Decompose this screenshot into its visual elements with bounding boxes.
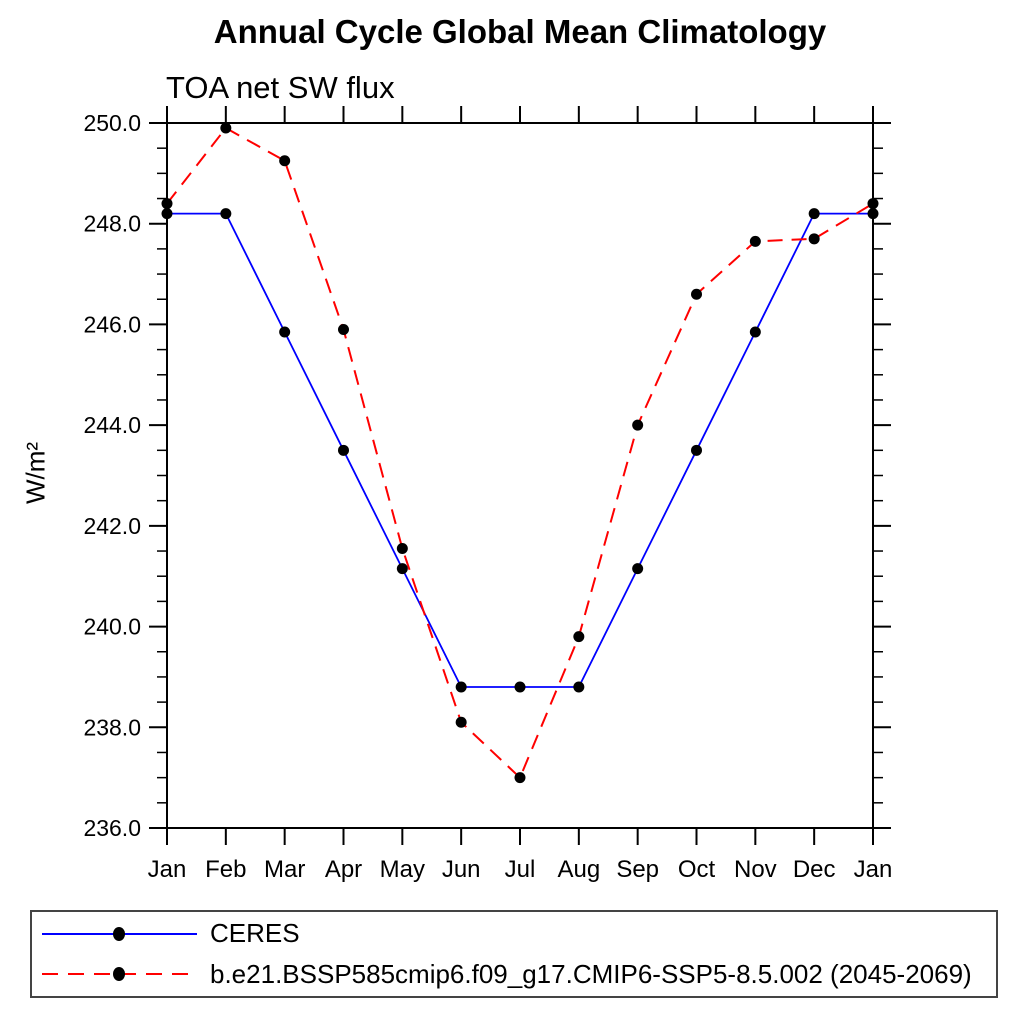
x-tick-label: Jun [442,856,481,883]
data-point-marker [808,233,820,245]
legend-label-ceres: CERES [210,918,300,949]
x-tick-label: Oct [678,856,716,883]
legend-line-sample-model [42,966,197,982]
x-tick-label: Mar [264,856,305,883]
y-tick-label: 250.0 [83,110,141,136]
y-tick-label: 242.0 [83,513,141,539]
data-point-marker [691,288,702,300]
data-point-marker [867,198,879,210]
legend-item-model: b.e21.BSSP585cmip6.f09_g17.CMIP6-SSP5-8.… [32,955,996,993]
series-line-1 [166,126,874,780]
black-dot-marker-icon [113,926,125,941]
y-tick-label: 236.0 [83,815,141,841]
x-tick-label: Jul [505,856,536,883]
y-tick-label: 248.0 [83,211,141,237]
page-title: Annual Cycle Global Mean Climatology [213,13,827,50]
data-point-marker [573,681,585,693]
y-tick-label: 246.0 [83,311,141,337]
data-point-marker [220,122,232,134]
data-point-marker [514,772,526,784]
data-point-marker [396,563,408,575]
legend-line-sample-ceres [42,926,197,942]
x-tick-label: Nov [734,856,777,883]
x-tick-label: Jan [148,856,187,883]
black-dot-marker-icon [113,967,125,982]
data-point-marker [808,208,820,220]
data-point-marker [573,631,585,643]
data-point-marker [691,444,702,456]
x-tick-label: Dec [793,856,836,883]
x-tick-label: Sep [616,856,659,883]
y-tick-label: 240.0 [83,614,141,640]
chart-subtitle: TOA net SW flux [166,70,395,105]
x-tick-label: Apr [325,856,362,883]
data-point-marker [338,444,349,456]
y-tick-label: 238.0 [83,714,141,740]
data-point-marker [749,326,761,338]
data-point-marker [632,563,644,575]
data-point-marker [161,208,173,220]
data-point-marker [338,323,349,335]
x-tick-label: Aug [557,856,600,883]
data-point-marker [455,716,467,728]
legend-item-ceres: CERES [32,915,996,953]
x-tick-label: Feb [205,856,246,883]
series-line-0 [167,212,873,688]
data-point-marker [749,235,761,247]
data-point-marker [867,208,879,220]
x-tick-label: May [380,856,425,883]
data-point-marker [161,198,173,210]
data-point-marker [514,681,526,693]
legend-label-model: b.e21.BSSP585cmip6.f09_g17.CMIP6-SSP5-8.… [210,958,972,989]
data-point-marker [220,208,232,220]
legend-box: CERES b.e21.BSSP585cmip6.f09_g17.CMIP6-S… [30,910,998,998]
data-point-marker [632,419,644,431]
data-point-marker [396,543,408,555]
plot-border [166,122,874,829]
x-tick-label: Jan [854,856,893,883]
data-point-marker [455,681,467,693]
y-tick-label: 244.0 [83,412,141,438]
data-point-marker [279,326,291,338]
data-point-marker [279,155,291,167]
